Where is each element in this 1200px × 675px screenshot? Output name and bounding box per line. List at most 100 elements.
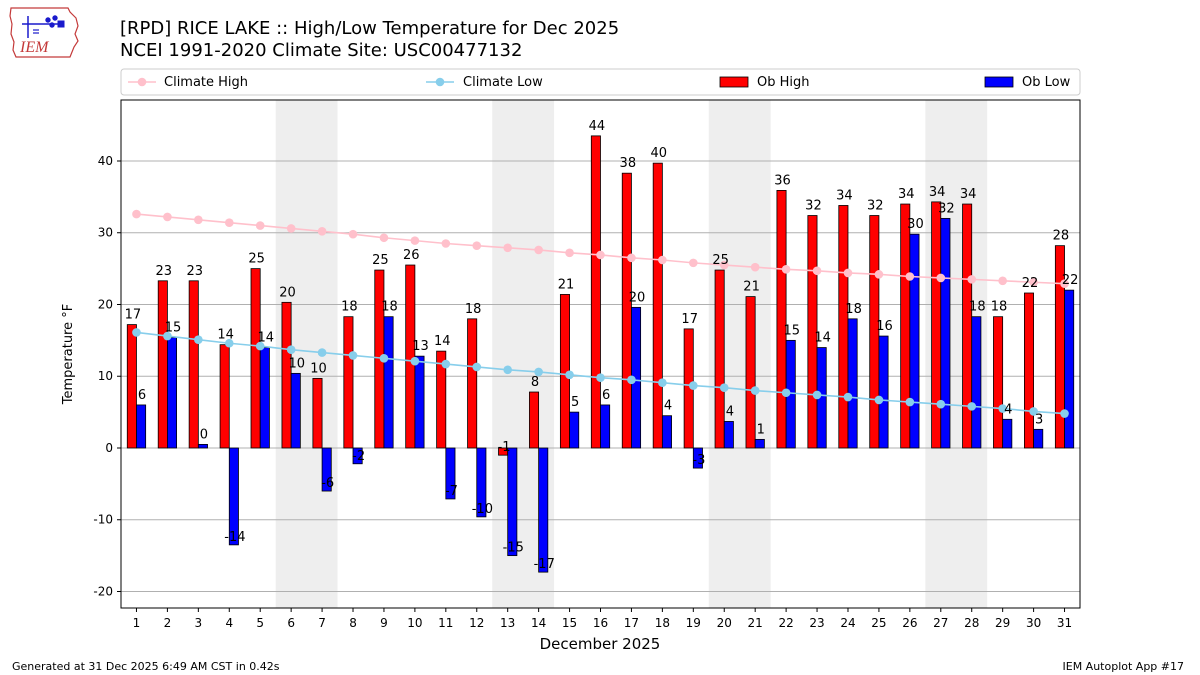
ob-high-bar-day-18 (652, 162, 663, 449)
ob-low-label-day-4: -14 (224, 530, 245, 545)
ob-low-label-day-21: 1 (757, 422, 765, 437)
ob-low-bar-day-15 (569, 411, 580, 449)
climate-low-point-day-20 (719, 383, 729, 393)
ob-high-label-day-23: 32 (805, 199, 822, 214)
ob-high-bar-day-22 (776, 190, 787, 449)
ob-low-bar-day-19 (692, 447, 703, 469)
ob-high-bar-day-30 (1023, 292, 1034, 449)
climate-high-point-day-1 (132, 209, 141, 219)
climate-high-point-day-11 (441, 239, 451, 248)
ob-high-label-day-7: 10 (310, 361, 327, 376)
ob-low-bar-day-24 (847, 318, 858, 449)
ob-high-label-day-30: 22 (1022, 276, 1039, 291)
ob-low-label-day-6: 10 (288, 356, 305, 371)
climate-low-point-day-22 (781, 388, 791, 398)
ob-high-label-day-19: 17 (681, 312, 698, 327)
ob-low-label-day-15: 5 (571, 395, 579, 410)
ob-high-bar-day-3 (188, 280, 199, 449)
ob-high-bar-day-29 (993, 316, 1004, 449)
climate-low-point-day-6 (286, 345, 296, 354)
ob-low-label-day-1: 6 (138, 388, 146, 403)
climate-low-point-day-24 (843, 392, 853, 402)
ob-low-bar-day-21 (754, 438, 765, 449)
legend-ob-low-label: Ob Low (1022, 75, 1071, 90)
ob-high-label-day-12: 18 (465, 302, 482, 317)
climate-low-point-day-31 (1060, 409, 1069, 418)
x-tick-label-11: 11 (438, 616, 453, 630)
ob-low-bar-day-25 (878, 335, 889, 449)
ob-low-label-day-2: 15 (165, 320, 182, 335)
ob-low-label-day-31: 22 (1062, 273, 1079, 288)
ob-high-bar-day-27 (931, 201, 942, 449)
legend-climate-high-marker (137, 77, 147, 87)
ob-high-label-day-14: 8 (531, 375, 539, 390)
ob-high-label-day-5: 25 (248, 252, 265, 267)
ob-low-bar-day-9 (383, 316, 394, 449)
x-tick-label-19: 19 (686, 616, 701, 630)
x-tick-label-21: 21 (748, 616, 763, 630)
climate-high-point-day-24 (843, 268, 853, 278)
x-tick-label-1: 1 (133, 616, 141, 630)
x-tick-label-30: 30 (1026, 616, 1041, 630)
x-tick-label-16: 16 (593, 616, 608, 630)
ob-low-bar-day-2 (167, 337, 178, 449)
climate-high-point-day-30 (1029, 277, 1038, 287)
ob-low-bar-day-5 (259, 347, 270, 449)
y-tick-label-30: 30 (98, 226, 113, 240)
climate-high-point-day-28 (967, 275, 977, 284)
x-tick-label-20: 20 (717, 616, 732, 630)
ob-low-label-day-5: 14 (258, 331, 275, 346)
climate-low-point-day-25 (874, 395, 884, 405)
climate-high-point-day-6 (286, 224, 296, 233)
ob-low-bar-day-18 (661, 415, 672, 449)
climate-high-point-day-16 (596, 250, 605, 260)
climate-high-point-day-19 (689, 258, 698, 268)
ob-high-label-day-6: 20 (279, 285, 296, 300)
ob-low-label-day-11: -7 (445, 484, 458, 499)
x-tick-label-6: 6 (287, 616, 295, 630)
ob-low-bar-day-29 (1002, 418, 1013, 449)
x-tick-label-9: 9 (380, 616, 388, 630)
ob-low-bar-day-27 (940, 217, 951, 449)
x-tick-label-8: 8 (349, 616, 357, 630)
ob-high-label-day-27: 34 (929, 185, 946, 200)
ob-low-bar-day-7 (321, 447, 332, 492)
ob-low-label-day-23: 14 (814, 331, 831, 346)
climate-high-point-day-20 (719, 260, 729, 270)
ob-low-label-day-24: 18 (845, 302, 862, 317)
climate-high-point-day-15 (565, 248, 574, 258)
ob-low-label-day-16: 6 (602, 388, 610, 403)
ob-low-label-day-27: 32 (938, 201, 955, 216)
climate-high-point-day-25 (874, 270, 884, 279)
ob-low-label-day-19: -3 (692, 453, 705, 468)
ob-high-bar-day-4 (219, 344, 230, 449)
climate-low-point-day-4 (224, 338, 234, 348)
ob-high-label-day-3: 23 (186, 264, 203, 279)
x-tick-label-10: 10 (407, 616, 422, 630)
x-tick-label-28: 28 (964, 616, 979, 630)
ob-low-bar-day-14 (538, 447, 549, 573)
climate-low-point-day-30 (1029, 407, 1038, 416)
climate-low-point-day-21 (750, 386, 760, 395)
ob-high-label-day-16: 44 (589, 119, 606, 134)
ob-low-label-day-10: 13 (412, 339, 429, 354)
climate-high-point-day-21 (750, 262, 760, 272)
climate-low-point-day-8 (348, 351, 358, 360)
y-tick-label-20: 20 (98, 297, 113, 311)
ob-high-label-day-4: 14 (217, 328, 234, 343)
ob-low-label-day-13: -15 (503, 541, 524, 556)
climate-high-point-day-12 (472, 241, 482, 250)
ob-high-label-day-11: 14 (434, 334, 451, 349)
climate-lines (132, 209, 1069, 418)
x-tick-label-26: 26 (902, 616, 917, 630)
x-tick-label-27: 27 (933, 616, 948, 630)
chart-title-line2: NCEI 1991-2020 Climate Site: USC00477132 (120, 40, 523, 61)
climate-high-point-day-8 (348, 229, 358, 239)
ob-low-bar-day-31 (1064, 289, 1075, 449)
climate-low-point-day-7 (317, 348, 327, 357)
climate-low-point-day-14 (534, 367, 543, 377)
ob-low-bar-day-10 (414, 355, 425, 449)
climate-high-point-day-10 (410, 236, 420, 245)
